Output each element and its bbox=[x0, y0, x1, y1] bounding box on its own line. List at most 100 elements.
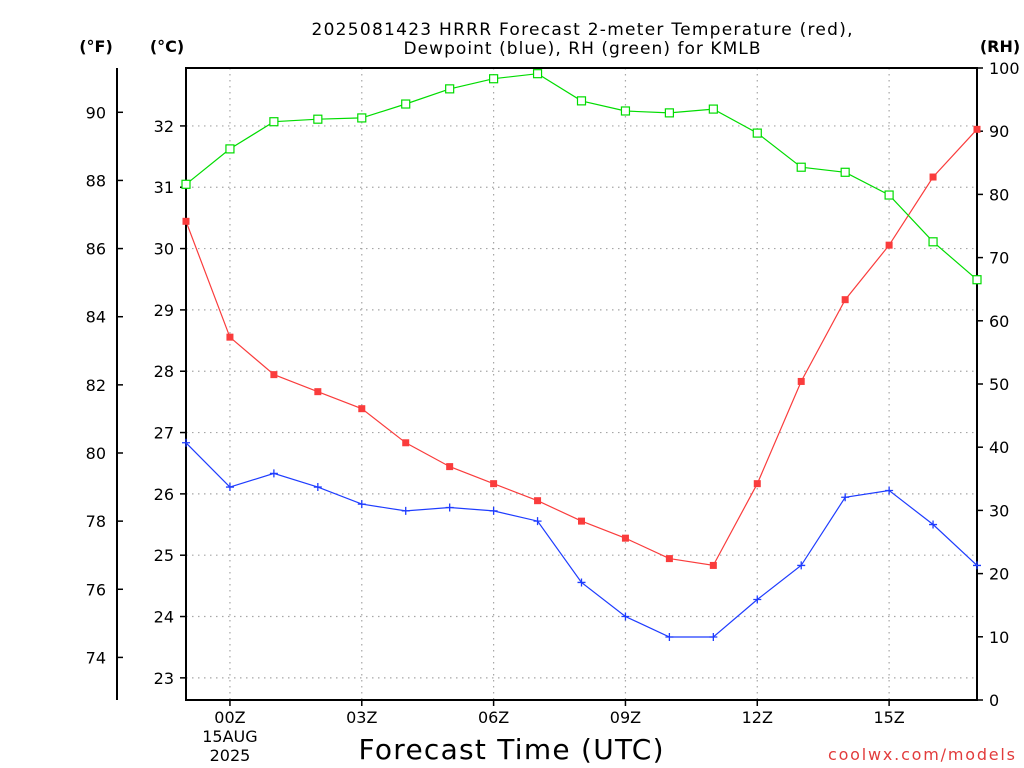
temperature-point bbox=[578, 517, 585, 525]
temperature-point bbox=[534, 497, 542, 505]
dewpoint-point bbox=[929, 520, 938, 529]
temperature-point bbox=[446, 463, 454, 471]
dewpoint-point bbox=[621, 612, 630, 621]
celsius-tick-label: 24 bbox=[154, 608, 174, 627]
celsius-tick-label: 23 bbox=[154, 669, 174, 688]
relative-humidity-tick-label: 50 bbox=[989, 375, 1009, 394]
x-date-label: 2025 bbox=[210, 746, 251, 765]
temperature-point bbox=[709, 561, 717, 569]
fahrenheit-tick-label: 82 bbox=[86, 376, 106, 395]
temperature-point bbox=[490, 480, 498, 488]
temperature-point bbox=[358, 405, 366, 413]
dewpoint-point bbox=[841, 493, 850, 502]
dewpoint-point bbox=[182, 438, 190, 447]
dewpoint-point bbox=[577, 578, 586, 587]
temperature-point bbox=[753, 480, 761, 488]
fahrenheit-tick-label: 74 bbox=[86, 648, 106, 667]
relative-humidity-tick-label: 20 bbox=[989, 565, 1009, 584]
relative-humidity-point bbox=[840, 167, 850, 177]
relative-humidity-tick-label: 30 bbox=[989, 501, 1009, 520]
chart-title-line-2: Dewpoint (blue), RH (green) for KMLB bbox=[404, 39, 761, 59]
temperature-point bbox=[665, 555, 673, 563]
temperature-point bbox=[797, 377, 805, 385]
celsius-tick-label: 27 bbox=[154, 424, 174, 443]
dewpoint-point bbox=[709, 632, 718, 641]
x-tick-label: 00Z bbox=[214, 708, 245, 727]
celsius-tick-label: 29 bbox=[154, 301, 174, 320]
relative-humidity-point bbox=[664, 108, 674, 118]
chart-title-line-1: 2025081423 HRRR Forecast 2-meter Tempera… bbox=[312, 20, 853, 40]
dewpoint-point bbox=[665, 632, 674, 641]
dewpoint-point bbox=[973, 561, 981, 570]
relative-humidity-point bbox=[620, 106, 631, 116]
x-tick-label: 09Z bbox=[610, 708, 641, 727]
relative-humidity-point bbox=[884, 190, 894, 200]
dewpoint-point bbox=[753, 595, 762, 604]
fahrenheit-tick-label: 84 bbox=[86, 308, 106, 327]
relative-humidity-point bbox=[181, 179, 191, 189]
celsius-axis-label: (°C) bbox=[150, 37, 184, 56]
dewpoint-point bbox=[885, 486, 894, 495]
relative-humidity-point bbox=[532, 69, 543, 79]
temperature-point bbox=[270, 371, 278, 379]
dewpoint-point bbox=[401, 506, 410, 515]
fahrenheit-tick-label: 88 bbox=[86, 171, 106, 190]
fahrenheit-tick-label: 90 bbox=[86, 103, 106, 122]
x-tick-label: 06Z bbox=[478, 708, 509, 727]
temperature-point bbox=[402, 439, 410, 447]
temperature-point bbox=[226, 333, 234, 341]
dewpoint-point bbox=[445, 503, 454, 512]
dewpoint-point bbox=[313, 483, 322, 492]
relative-humidity-point bbox=[357, 113, 367, 123]
temperature-point bbox=[621, 534, 629, 542]
celsius-tick-label: 31 bbox=[154, 178, 174, 197]
relative-humidity-point bbox=[269, 117, 279, 127]
relative-humidity-tick-label: 60 bbox=[989, 312, 1009, 331]
fahrenheit-tick-label: 78 bbox=[86, 512, 106, 531]
relative-humidity-tick-label: 100 bbox=[989, 59, 1020, 78]
fahrenheit-axis-label: (°F) bbox=[79, 37, 113, 56]
temperature-point bbox=[182, 217, 190, 225]
celsius-tick-label: 32 bbox=[154, 117, 174, 136]
dewpoint-point bbox=[357, 500, 366, 509]
relative-humidity-point bbox=[796, 162, 806, 172]
relative-humidity-tick-label: 70 bbox=[989, 249, 1009, 268]
celsius-tick-label: 26 bbox=[154, 485, 174, 504]
relative-humidity-axis-label: (RH) bbox=[980, 37, 1020, 56]
x-axis-title: Forecast Time (UTC) bbox=[359, 733, 664, 766]
dewpoint-point bbox=[797, 561, 806, 570]
dewpoint-point bbox=[533, 517, 542, 526]
relative-humidity-point bbox=[972, 275, 982, 285]
relative-humidity-point bbox=[313, 114, 323, 124]
relative-humidity-tick-label: 40 bbox=[989, 438, 1009, 457]
relative-humidity-point bbox=[401, 99, 411, 109]
relative-humidity-tick-label: 90 bbox=[989, 122, 1009, 141]
celsius-tick-label: 25 bbox=[154, 546, 174, 565]
relative-humidity-point bbox=[928, 237, 938, 247]
relative-humidity-point bbox=[445, 84, 455, 94]
relative-humidity-point bbox=[489, 74, 499, 84]
x-tick-label: 12Z bbox=[742, 708, 773, 727]
x-tick-label: 03Z bbox=[346, 708, 377, 727]
dewpoint-point bbox=[225, 483, 234, 492]
temperature-point bbox=[973, 125, 981, 133]
fahrenheit-tick-label: 86 bbox=[86, 240, 106, 259]
temperature-point bbox=[929, 173, 937, 181]
celsius-tick-label: 28 bbox=[154, 362, 174, 381]
relative-humidity-point bbox=[752, 128, 762, 138]
relative-humidity-point bbox=[708, 104, 718, 114]
temperature-point bbox=[841, 296, 849, 304]
relative-humidity-tick-label: 10 bbox=[989, 628, 1009, 647]
dewpoint-point bbox=[489, 506, 498, 515]
x-date-label: 15AUG bbox=[202, 727, 257, 746]
celsius-tick-label: 30 bbox=[154, 240, 174, 259]
relative-humidity-point bbox=[576, 96, 587, 106]
relative-humidity-point bbox=[225, 144, 235, 154]
fahrenheit-tick-label: 80 bbox=[86, 444, 106, 463]
x-tick-label: 15Z bbox=[873, 708, 904, 727]
dewpoint-point bbox=[269, 469, 278, 478]
temperature-point bbox=[314, 388, 322, 396]
series-layer bbox=[181, 69, 982, 641]
